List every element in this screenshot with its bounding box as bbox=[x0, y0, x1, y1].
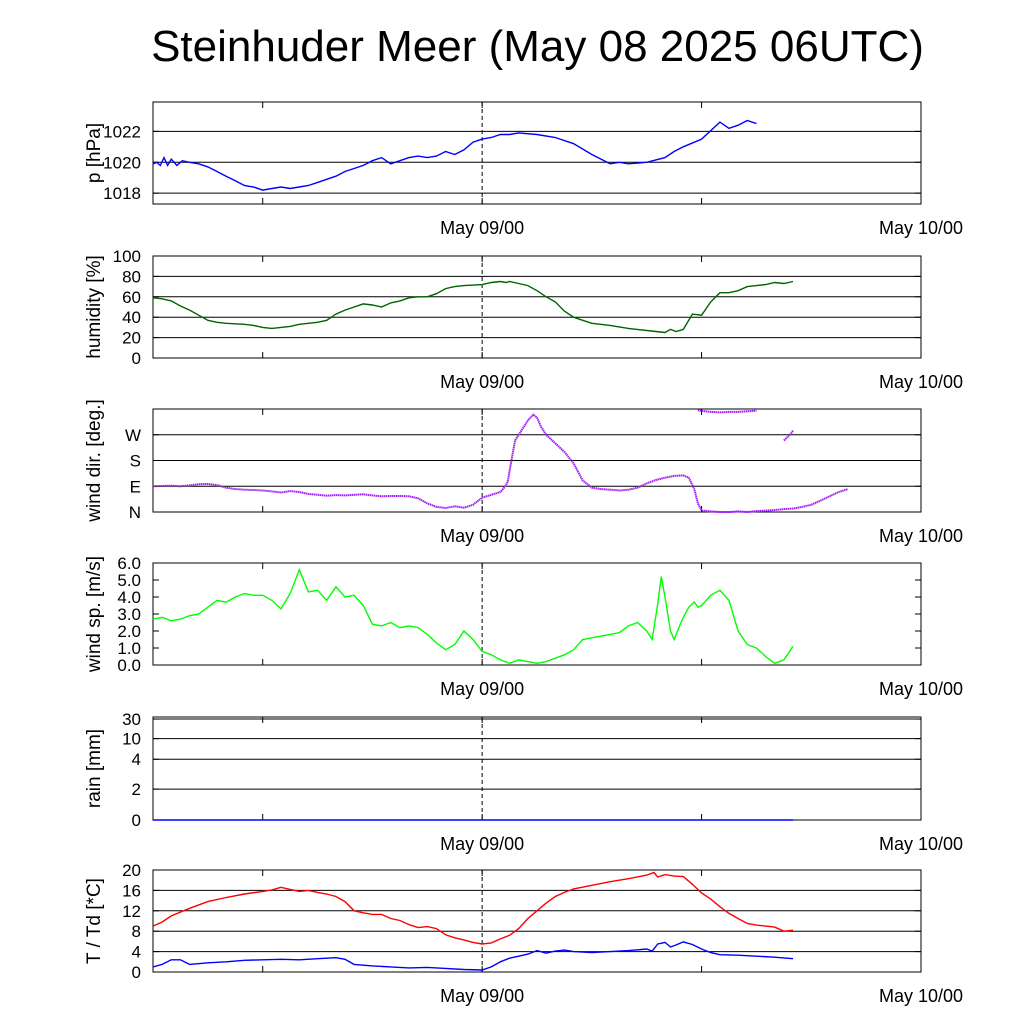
x-tick-label: May 09/00 bbox=[440, 834, 524, 854]
y-tick-label: 60 bbox=[122, 288, 141, 307]
y-tick-label: 1022 bbox=[103, 122, 141, 141]
y-tick-label: 16 bbox=[122, 881, 141, 900]
x-tick-label: May 09/00 bbox=[440, 526, 524, 546]
y-tick-label: S bbox=[130, 452, 141, 471]
y-tick-label: 40 bbox=[122, 308, 141, 327]
y-tick-label: 20 bbox=[122, 861, 141, 880]
plot-frame bbox=[152, 716, 922, 821]
y-tick-label: 80 bbox=[122, 267, 141, 286]
x-tick-label: May 10/00 bbox=[879, 526, 963, 546]
y-tick-label: 100 bbox=[113, 247, 141, 266]
x-tick-label: May 09/00 bbox=[440, 372, 524, 392]
x-tick-label: May 10/00 bbox=[879, 986, 963, 1006]
y-tick-label: 1.0 bbox=[117, 639, 141, 658]
series-line bbox=[152, 567, 794, 665]
y-tick-label: 8 bbox=[132, 922, 141, 941]
y-tick-label: 20 bbox=[122, 329, 141, 348]
y-tick-label: 0.0 bbox=[117, 656, 141, 675]
y-tick-label: 6.0 bbox=[117, 554, 141, 573]
y-tick-label: 1020 bbox=[103, 153, 141, 172]
series-line bbox=[152, 871, 794, 945]
y-tick-label: 0 bbox=[132, 349, 141, 368]
y-tick-label: 2 bbox=[132, 780, 141, 799]
series-line bbox=[152, 119, 757, 191]
x-tick-label: May 10/00 bbox=[879, 679, 963, 699]
series-line bbox=[152, 941, 794, 971]
plot-frame bbox=[152, 255, 922, 359]
series-line bbox=[783, 429, 794, 442]
y-tick-label: E bbox=[130, 477, 141, 496]
y-tick-label: 12 bbox=[122, 902, 141, 921]
x-tick-label: May 10/00 bbox=[879, 834, 963, 854]
y-tick-label: 0 bbox=[132, 811, 141, 830]
y-tick-label: 5.0 bbox=[117, 571, 141, 590]
x-tick-label: May 09/00 bbox=[440, 679, 524, 699]
plot-frame bbox=[152, 562, 922, 666]
y-tick-label: 4 bbox=[132, 943, 141, 962]
y-axis-label: T / Td [*C] bbox=[84, 878, 105, 964]
y-tick-label: 10 bbox=[122, 730, 141, 749]
y-tick-label: 1018 bbox=[103, 184, 141, 203]
y-axis-label: p [hPa] bbox=[84, 123, 105, 183]
series-line bbox=[152, 413, 849, 514]
y-tick-label: 3.0 bbox=[117, 605, 141, 624]
y-tick-label: 30 bbox=[122, 710, 141, 729]
plot-frame bbox=[152, 101, 922, 205]
y-tick-label: N bbox=[129, 503, 141, 522]
y-tick-label: W bbox=[125, 426, 141, 445]
y-tick-label: 4 bbox=[132, 750, 141, 769]
page-title: Steinhuder Meer (May 08 2025 06UTC) bbox=[151, 22, 924, 71]
y-tick-label: 0 bbox=[132, 963, 141, 982]
y-axis-label: humidity [%] bbox=[84, 255, 105, 358]
x-tick-label: May 10/00 bbox=[879, 218, 963, 238]
y-tick-label: 4.0 bbox=[117, 588, 141, 607]
plot-frame bbox=[152, 869, 922, 973]
y-axis-label: wind dir. [deg.] bbox=[84, 399, 105, 523]
series-line bbox=[697, 409, 757, 414]
x-tick-label: May 09/00 bbox=[440, 986, 524, 1006]
y-axis-label: wind sp. [m/s] bbox=[84, 556, 105, 673]
x-tick-label: May 09/00 bbox=[440, 218, 524, 238]
y-axis-label: rain [mm] bbox=[84, 729, 105, 808]
x-tick-label: May 10/00 bbox=[879, 372, 963, 392]
series-line bbox=[152, 280, 794, 334]
y-tick-label: 2.0 bbox=[117, 622, 141, 641]
